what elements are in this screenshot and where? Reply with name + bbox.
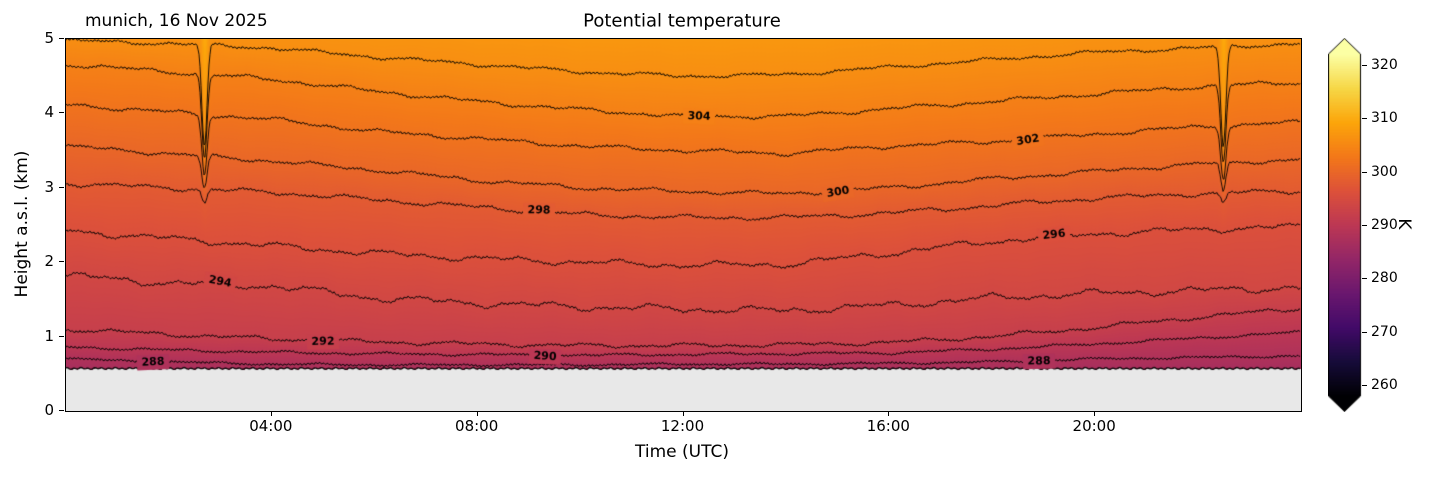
x-tick-mark bbox=[1094, 411, 1096, 416]
y-tick-label: 2 bbox=[44, 252, 54, 271]
colorbar-tick-label: 260 bbox=[1371, 377, 1398, 394]
y-tick-label: 4 bbox=[44, 103, 54, 122]
x-tick-mark bbox=[270, 411, 272, 416]
colorbar-tick-label: 310 bbox=[1371, 110, 1398, 127]
x-tick-label: 16:00 bbox=[866, 417, 910, 435]
plot-annotation: munich, 16 Nov 2025 bbox=[85, 11, 268, 31]
y-tick-label: 3 bbox=[44, 177, 54, 196]
y-axis-label: Height a.s.l. (km) bbox=[12, 150, 32, 298]
colorbar-tick-label: 290 bbox=[1371, 217, 1398, 233]
x-axis-label: Time (UTC) bbox=[635, 442, 729, 462]
colorbar-tick-label: 300 bbox=[1371, 163, 1398, 180]
x-tick-label: 12:00 bbox=[660, 417, 705, 435]
colorbar-canvas bbox=[1328, 38, 1362, 412]
y-tick-mark bbox=[59, 38, 64, 39]
plot-title: Potential temperature bbox=[583, 10, 781, 32]
colorbar-tick-mark bbox=[1362, 385, 1367, 387]
y-tick-mark bbox=[59, 112, 64, 114]
colorbar-tick-mark bbox=[1362, 64, 1367, 66]
colorbar-tick-mark bbox=[1362, 278, 1367, 280]
colorbar-tick-label: 320 bbox=[1371, 56, 1398, 73]
y-tick-label: 5 bbox=[44, 29, 54, 47]
x-tick-label: 20:00 bbox=[1072, 417, 1116, 435]
y-tick-mark bbox=[59, 410, 64, 411]
colorbar-tick-label: 270 bbox=[1371, 323, 1398, 340]
colorbar-label: K bbox=[1394, 218, 1414, 230]
x-tick-label: 08:00 bbox=[455, 417, 499, 435]
y-tick-mark bbox=[59, 186, 64, 188]
contour-plot-canvas bbox=[66, 39, 1301, 411]
y-tick-mark bbox=[59, 335, 64, 337]
x-tick-mark bbox=[682, 411, 684, 416]
colorbar-tick-label: 280 bbox=[1371, 270, 1398, 287]
x-tick-mark bbox=[888, 411, 890, 416]
colorbar-tick-mark bbox=[1362, 225, 1367, 226]
x-tick-label: 04:00 bbox=[249, 417, 293, 435]
colorbar-tick-mark bbox=[1362, 331, 1367, 333]
y-tick-label: 1 bbox=[44, 326, 54, 345]
plot-area bbox=[65, 38, 1302, 412]
y-tick-mark bbox=[59, 261, 64, 263]
colorbar-tick-mark bbox=[1362, 118, 1367, 120]
colorbar-tick-mark bbox=[1362, 171, 1367, 173]
x-tick-mark bbox=[476, 411, 478, 416]
y-tick-label: 0 bbox=[44, 401, 54, 419]
